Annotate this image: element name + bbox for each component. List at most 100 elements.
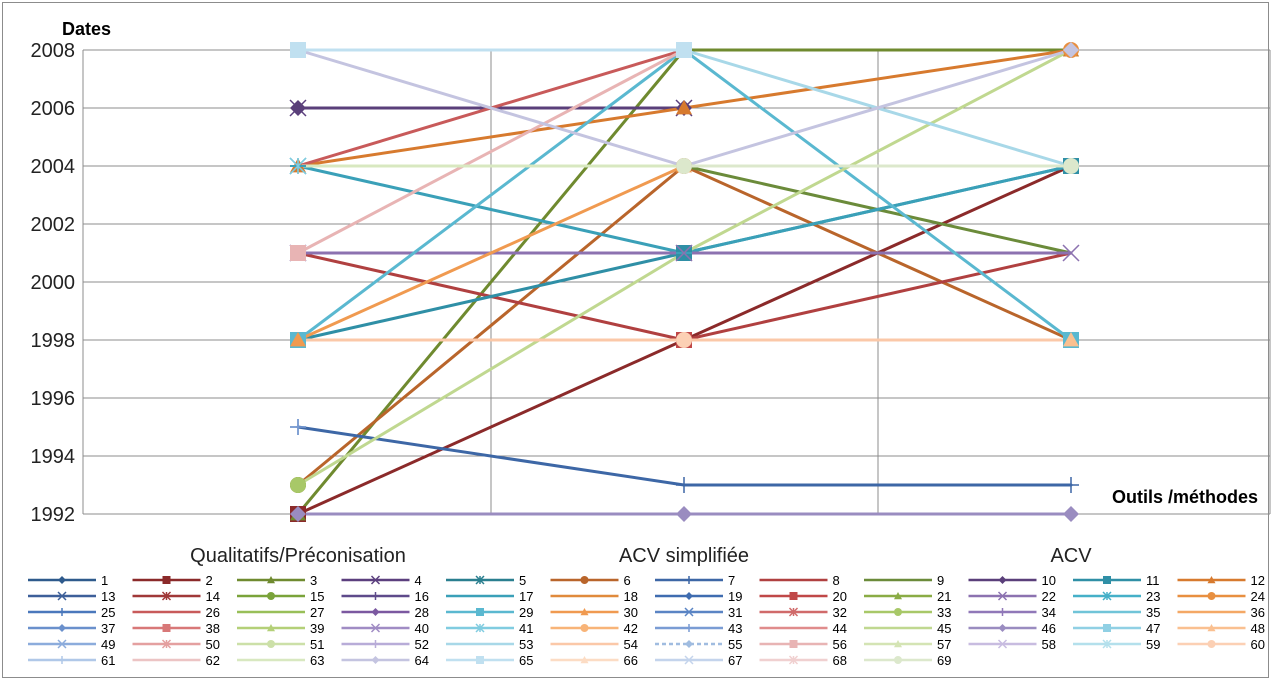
data-point: [290, 477, 306, 493]
series-markers: [289, 42, 1080, 522]
data-point: [57, 639, 67, 649]
data-point: [1102, 591, 1112, 601]
legend-item: 12: [1177, 573, 1265, 588]
legend-label: 34: [1042, 605, 1056, 620]
legend-label: 14: [206, 589, 220, 604]
legend-label: 29: [519, 605, 533, 620]
data-point: [267, 640, 275, 648]
legend-item: 54: [550, 637, 638, 652]
legend-item: 11: [1073, 573, 1160, 588]
data-point: [789, 640, 798, 648]
legend-label: 46: [1042, 621, 1056, 636]
legend-label: 20: [833, 589, 847, 604]
legend-item: 10: [968, 573, 1056, 588]
legend-item: 21: [864, 589, 951, 604]
data-point: [1103, 624, 1111, 632]
data-point: [290, 245, 306, 261]
legend-label: 67: [728, 653, 742, 668]
series-line-45: [296, 251, 686, 487]
legend-label: 33: [937, 605, 951, 620]
legend-label: 60: [1251, 637, 1265, 652]
legend-label: 9: [937, 573, 944, 588]
x-axis-title: Outils /méthodes: [1112, 487, 1258, 507]
data-point: [1207, 624, 1216, 632]
series-line-6: [296, 164, 686, 487]
legend-label: 2: [206, 573, 213, 588]
legend-item: 28: [341, 605, 429, 620]
x-category-label: Qualitatifs/Préconisation: [190, 545, 406, 567]
data-point: [57, 591, 67, 601]
legend-label: 22: [1042, 589, 1056, 604]
data-point: [290, 419, 306, 435]
data-point: [1063, 42, 1079, 58]
legend-label: 31: [728, 605, 742, 620]
legend-item: 64: [341, 653, 429, 668]
legend-item: 52: [341, 637, 429, 652]
legend-label: 21: [937, 589, 951, 604]
data-point: [685, 624, 693, 632]
data-point: [290, 42, 306, 58]
data-point: [1062, 244, 1080, 262]
legend-item: 46: [968, 621, 1056, 636]
data-point: [676, 100, 692, 115]
legend-item: 48: [1177, 621, 1265, 636]
data-point: [894, 640, 902, 648]
data-point: [894, 656, 902, 664]
data-point: [685, 576, 693, 584]
data-point: [998, 624, 1007, 632]
legend-item: 25: [28, 605, 115, 620]
data-point: [675, 244, 693, 262]
data-point: [1063, 158, 1079, 174]
series-lines: [296, 48, 1073, 516]
data-point: [1102, 639, 1112, 649]
legend-item: 7: [655, 573, 735, 588]
data-point: [371, 592, 380, 600]
legend-item: 36: [1177, 605, 1265, 620]
legend-label: 56: [833, 637, 847, 652]
legend-item: 13: [28, 589, 115, 604]
data-point: [370, 623, 381, 633]
legend-label: 10: [1042, 573, 1056, 588]
legend-item: 58: [968, 637, 1056, 652]
series-line-8: [682, 251, 1073, 342]
legend-item: 2: [132, 573, 213, 588]
legend-label: 63: [310, 653, 324, 668]
data-point: [475, 575, 485, 585]
legend-item: 24: [1177, 589, 1265, 604]
data-point: [1207, 576, 1216, 584]
series-line-12: [296, 106, 686, 168]
legend-item: 65: [446, 653, 533, 668]
y-tick-label: 1996: [31, 388, 76, 410]
series-line-17: [682, 164, 1073, 255]
data-point: [685, 640, 693, 648]
data-point: [290, 332, 306, 347]
legend-label: 49: [101, 637, 115, 652]
legend-item: 42: [550, 621, 638, 636]
legend-label: 17: [519, 589, 533, 604]
legend-label: 36: [1251, 605, 1265, 620]
data-point: [676, 42, 692, 58]
legend-item: 63: [237, 653, 324, 668]
legend-item: 33: [864, 605, 951, 620]
data-point: [580, 576, 589, 584]
legend-item: 40: [341, 621, 429, 636]
data-point: [162, 576, 171, 584]
legend-item: 41: [446, 621, 533, 636]
data-point: [1207, 640, 1216, 648]
legend-label: 48: [1251, 621, 1265, 636]
data-point: [1063, 506, 1079, 522]
data-point: [685, 592, 693, 600]
legend-label: 27: [310, 605, 324, 620]
y-tick-label: 2000: [31, 272, 76, 294]
legend-item: 23: [1073, 589, 1160, 604]
legend-label: 64: [415, 653, 429, 668]
legend-label: 4: [415, 573, 422, 588]
legend-label: 11: [1146, 573, 1160, 588]
series-line-45: [682, 48, 1073, 255]
data-point: [58, 576, 66, 584]
legend-item: 15: [237, 589, 324, 604]
legend-label: 44: [833, 621, 847, 636]
legend-item: 18: [550, 589, 638, 604]
legend-label: 26: [206, 605, 220, 620]
